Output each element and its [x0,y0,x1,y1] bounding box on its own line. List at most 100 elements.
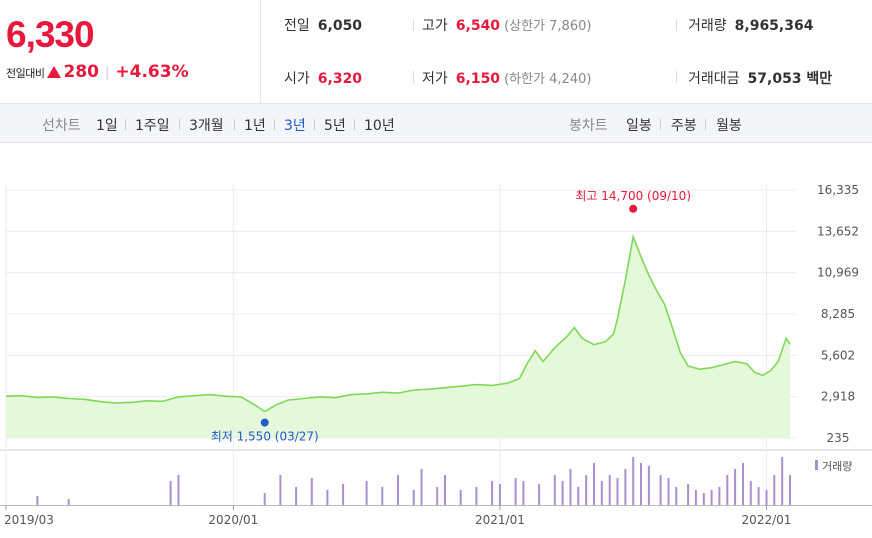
line-chart-label: 선차트 [42,118,81,134]
volume-legend: 거래량 [815,460,852,473]
volume-bar [577,487,580,505]
volume-bar [397,475,399,505]
tab-10y[interactable]: 10년 [364,118,395,134]
volume-bar [585,475,588,505]
volume-bar [498,484,501,505]
volume-bars [36,457,791,505]
x-axis-ticks: 2019/03 2020/01 2021/01 2022/01 [4,513,791,527]
volume-bar [632,457,635,505]
extreme-markers: 최고 14,700 (09/10) 최저 1,550 (03/27) [211,189,691,444]
stat-value: 6,050 [317,18,363,34]
y-axis-ticks: 16,335 13,652 10,969 8,285 5,602 2,918 235 [817,183,859,445]
tab-daily[interactable]: 일봉 [626,118,652,134]
tab-monthly[interactable]: 월봉 [716,118,742,134]
volume-bar [365,481,368,505]
tab-1d[interactable]: 1일 [96,118,118,134]
x-tick-label: 2020/01 [208,513,258,527]
volume-bar [749,481,752,505]
volume-bar [640,463,642,505]
tab-3y[interactable]: 3년 [284,118,306,134]
volume-bar [381,487,384,505]
volume-bar [522,481,525,505]
volume-bar [310,478,313,505]
y-tick-label: 16,335 [817,183,859,197]
high-annotation: 최고 14,700 (09/10) [575,189,691,203]
volume-bar [36,496,39,505]
stat-open: 시가 6,320 [284,68,362,88]
volume-bar [616,478,619,505]
tab-divider [705,119,706,130]
volume-bar [420,469,423,505]
change-row: 전일대비 280 | +4.63% [6,62,189,82]
stat-high: 고가 6,540 (상한가 7,860) [422,15,591,35]
stat-volume: 거래량 8,965,364 [688,15,813,35]
y-tick-label: 10,969 [817,266,859,280]
volume-bar [789,475,791,505]
volume-bar [295,487,298,505]
high-marker-dot [629,204,638,213]
volume-bar [734,469,737,505]
volume-bar [538,484,541,505]
chart-grid [0,185,872,510]
y-tick-label: 2,918 [821,390,855,404]
volume-bar [514,478,517,505]
volume-bar [169,481,172,505]
stat-low: 저가 6,150 (하한가 4,240) [422,68,591,88]
volume-bar [608,475,611,505]
tab-weekly[interactable]: 주봉 [671,118,697,134]
divider [676,19,677,31]
price-area-fill [6,236,790,438]
volume-bar [342,484,345,505]
x-tick-label: 2021/01 [475,513,525,527]
up-triangle-icon [47,66,62,78]
tab-5y[interactable]: 5년 [324,118,346,134]
volume-bar [436,487,439,505]
divider [676,71,677,83]
stat-label: 전일 [284,18,310,34]
volume-bar [675,487,678,505]
volume-bar [726,475,729,505]
y-tick-label: 8,285 [821,307,855,321]
volume-bar [667,478,670,505]
volume-bar [757,487,760,505]
upper-limit: (상한가 7,860) [504,19,592,34]
volume-bar [647,466,650,505]
change-amount: 280 [63,62,99,82]
stat-value: 57,053 백만 [747,71,833,87]
volume-bar [475,487,478,505]
tab-divider [660,119,661,130]
volume-bar [765,490,768,505]
volume-bar [177,475,180,505]
y-tick-label: 235 [827,431,850,445]
volume-bar [781,457,784,505]
volume-bar [702,493,705,505]
volume-bar [659,475,662,505]
stat-value: 6,320 [317,71,363,87]
volume-bar [412,490,415,505]
stat-value: 8,965,364 [734,18,814,34]
divider [413,19,414,31]
tab-divider [234,119,235,130]
volume-bar [491,481,494,505]
lower-limit: (하한가 4,240) [504,72,592,87]
volume-bar [569,469,572,505]
volume-bar [444,475,446,505]
stat-value: 6,540 [455,18,501,34]
volume-bar [326,490,329,505]
tab-1y[interactable]: 1년 [244,118,266,134]
tab-1w[interactable]: 1주일 [135,118,170,134]
tab-divider [179,119,180,130]
current-price-box: 6,330 전일대비 280 | +4.63% [0,0,261,103]
volume-bar [553,475,556,505]
volume-bar [718,487,721,505]
volume-bar [624,469,627,505]
x-tick-label: 2022/01 [742,513,792,527]
price-line [5,233,791,413]
change-percent: +4.63% [115,62,189,82]
price-summary: 6,330 전일대비 280 | +4.63% 전일 6,050 시가 6,320 고가 6… [0,0,872,104]
change-label: 전일대비 [6,67,45,80]
current-price: 6,330 [6,14,95,55]
tab-3m[interactable]: 3개월 [189,118,224,134]
stat-value: 6,150 [455,71,501,87]
x-tick-label: 2019/03 [4,513,54,527]
